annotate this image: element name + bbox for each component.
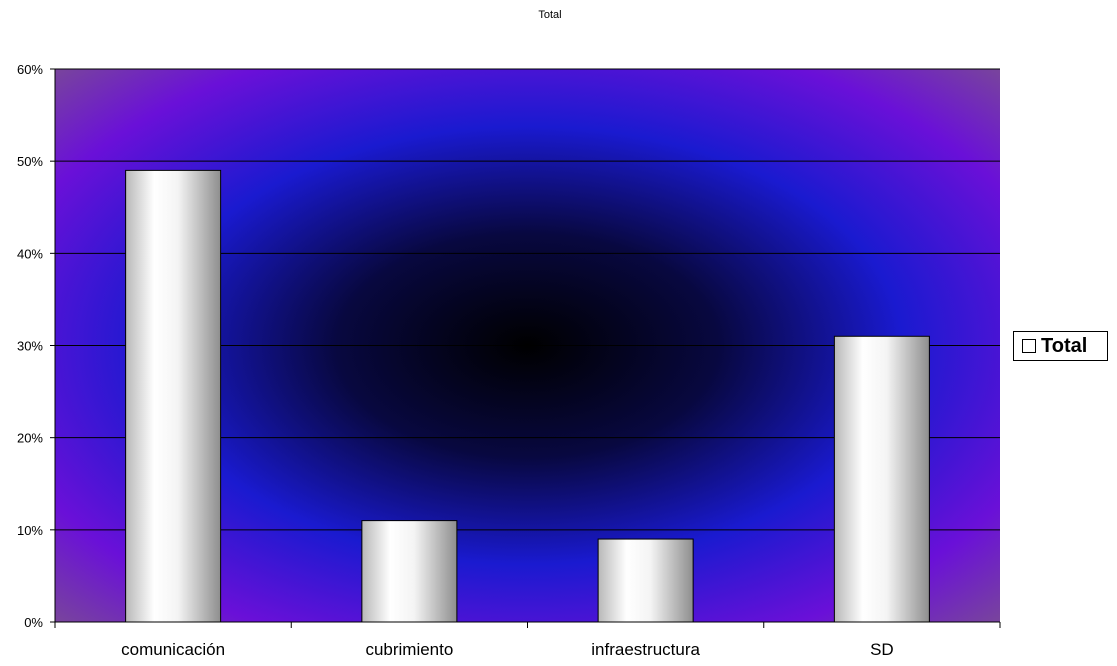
bar-2	[597, 538, 694, 623]
y-tick-label: 10%	[17, 523, 43, 538]
y-tick-label: 60%	[17, 62, 43, 77]
bar-1	[361, 520, 458, 623]
y-tick-label: 0%	[24, 615, 43, 630]
legend-label: Total	[1041, 334, 1088, 357]
chart-title: Total	[538, 9, 562, 21]
y-tick-label: 50%	[17, 154, 43, 169]
x-tick-label: infraestructura	[591, 640, 700, 659]
bar-3	[833, 335, 930, 623]
y-tick-label: 20%	[17, 431, 43, 446]
x-tick-label: cubrimiento	[365, 640, 453, 659]
x-tick-label: comunicación	[121, 640, 225, 659]
legend: Total	[1013, 331, 1108, 361]
bar-0	[125, 169, 222, 623]
y-tick-label: 30%	[17, 339, 43, 354]
legend-swatch	[1022, 339, 1036, 353]
y-tick-label: 40%	[17, 246, 43, 261]
x-tick-label: SD	[870, 640, 894, 659]
